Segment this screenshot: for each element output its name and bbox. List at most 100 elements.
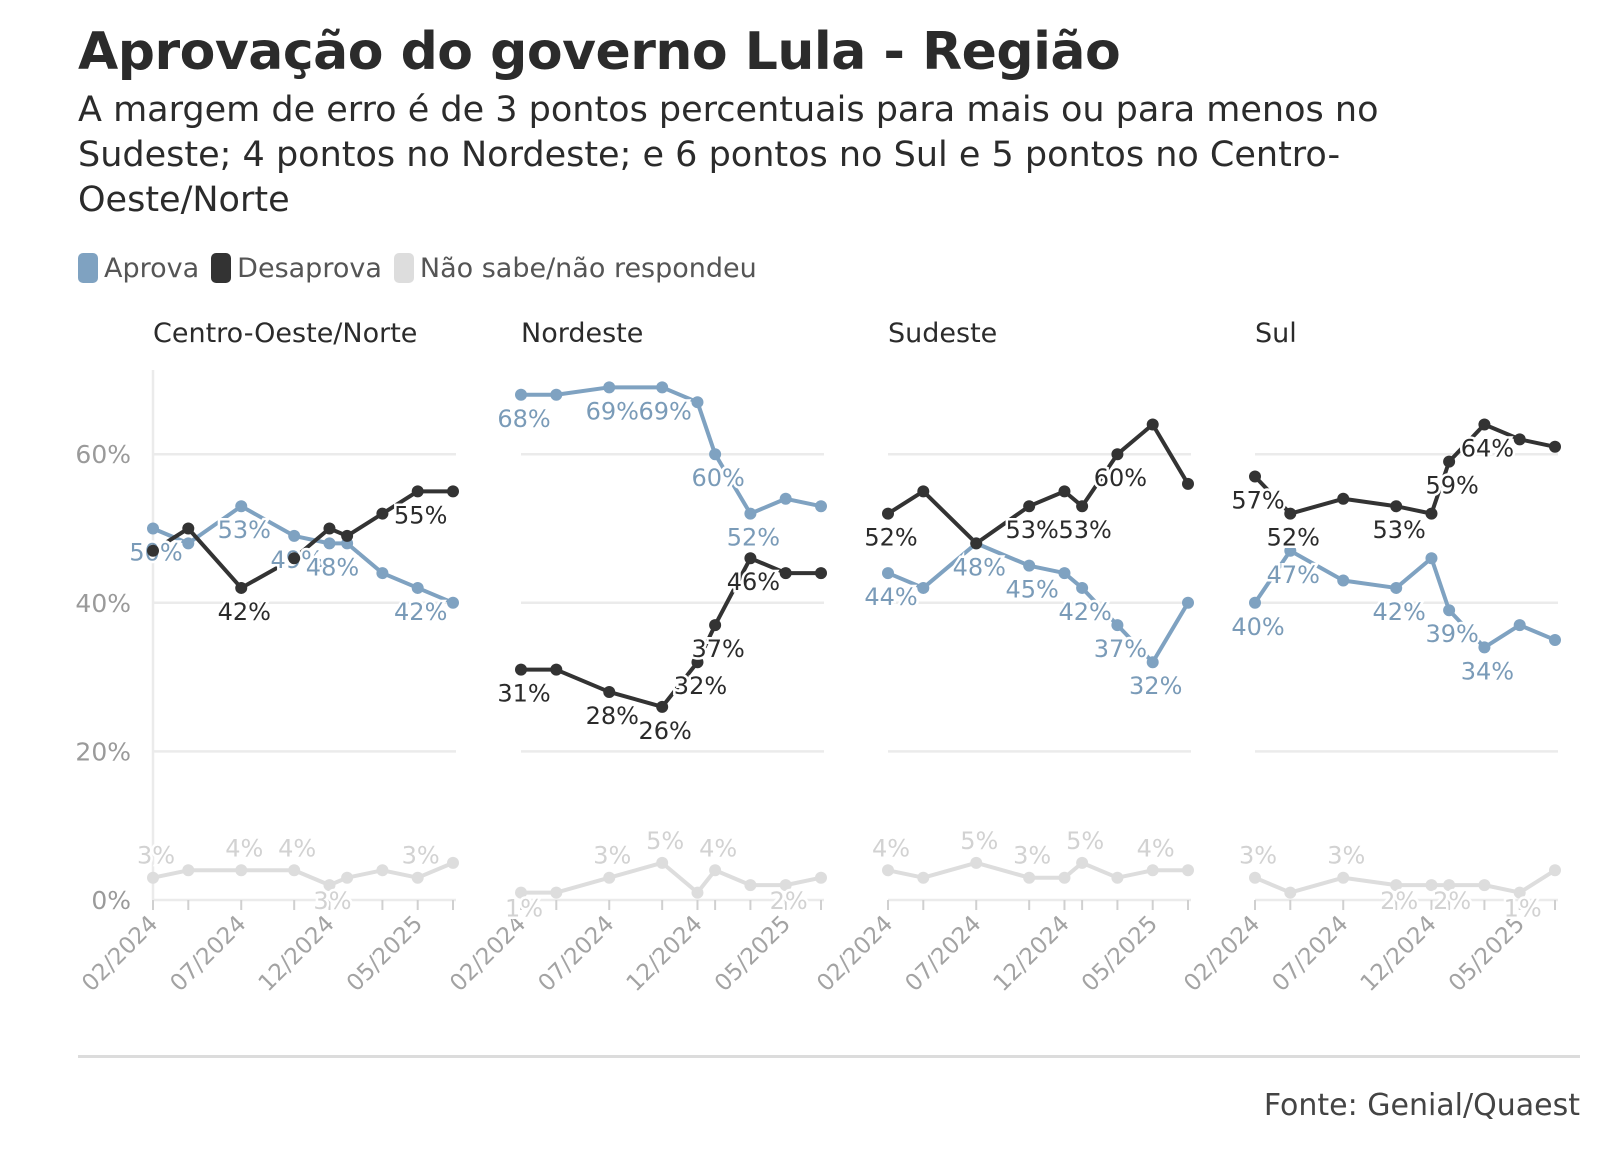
data-point-aprova (288, 529, 301, 542)
chart-title: Aprovação do governo Lula - Região (78, 22, 1121, 82)
data-label-nao_sabe: 4% (278, 834, 316, 862)
data-label-desaprova: 53% (1006, 516, 1059, 544)
data-point-aprova (1146, 656, 1159, 669)
x-tick-label: 12/2024 (254, 911, 340, 997)
data-label-desaprova: 52% (864, 524, 917, 552)
chart-subtitle: A margem de erro é de 3 pontos percentua… (78, 90, 1379, 220)
data-point-aprova (376, 567, 389, 580)
data-point-desaprova (1111, 448, 1124, 461)
x-tick-label: 02/2024 (1179, 911, 1265, 997)
data-label-desaprova: 31% (497, 680, 550, 708)
data-point-desaprova (235, 581, 248, 594)
data-point-nao_sabe (550, 886, 563, 899)
data-point-nao_sabe (288, 864, 301, 877)
data-point-desaprova (515, 663, 527, 676)
legend-item-aprova[interactable]: Aprova (78, 253, 199, 284)
data-point-aprova (917, 581, 930, 594)
data-point-desaprova (691, 656, 704, 669)
data-point-desaprova (147, 544, 159, 557)
data-label-desaprova: 52% (1267, 524, 1320, 552)
data-label-nao_sabe: 2% (1433, 887, 1471, 915)
data-point-aprova (447, 596, 459, 609)
data-point-nao_sabe (744, 879, 757, 892)
data-point-nao_sabe (970, 856, 983, 869)
data-point-desaprova (1390, 500, 1403, 513)
data-point-aprova (1249, 596, 1261, 609)
y-tick-label: 20% (75, 737, 131, 766)
data-point-nao_sabe (1111, 871, 1124, 884)
data-point-desaprova (1425, 507, 1438, 520)
data-point-aprova (882, 567, 894, 580)
data-point-desaprova (882, 507, 894, 520)
data-label-aprova: 69% (586, 397, 639, 425)
data-point-aprova (1443, 604, 1456, 617)
data-label-aprova: 42% (1058, 598, 1111, 626)
data-label-nao_sabe: 3% (593, 842, 631, 870)
data-label-aprova: 69% (639, 397, 692, 425)
data-point-nao_sabe (882, 864, 894, 877)
data-point-desaprova (917, 485, 930, 498)
x-tick-label: 05/2025 (1077, 911, 1163, 997)
data-point-desaprova (656, 700, 669, 713)
data-point-nao_sabe (1337, 871, 1350, 884)
data-point-aprova (1425, 552, 1438, 565)
data-point-desaprova (376, 507, 389, 520)
x-tick-label: 02/2024 (445, 911, 531, 997)
data-point-desaprova (1478, 418, 1491, 431)
data-point-nao_sabe (1076, 856, 1089, 869)
data-label-nao_sabe: 3% (1239, 842, 1277, 870)
x-tick-label: 12/2024 (622, 911, 708, 997)
data-label-nao_sabe: 5% (646, 827, 684, 855)
data-point-nao_sabe (779, 879, 792, 892)
data-point-nao_sabe (411, 871, 424, 884)
data-label-desaprova: 53% (1373, 516, 1426, 544)
data-label-desaprova: 28% (586, 702, 639, 730)
data-point-nao_sabe (1478, 879, 1491, 892)
data-point-nao_sabe (691, 886, 704, 899)
data-point-desaprova (1182, 477, 1194, 490)
data-label-aprova: 42% (1373, 598, 1426, 626)
data-point-nao_sabe (1513, 886, 1526, 899)
data-point-nao_sabe (1284, 886, 1297, 899)
data-label-nao_sabe: 5% (960, 827, 998, 855)
data-point-nao_sabe (1549, 864, 1561, 877)
data-point-nao_sabe (182, 864, 195, 877)
data-point-aprova (1023, 559, 1036, 572)
data-label-nao_sabe: 2% (770, 887, 808, 915)
data-point-nao_sabe (147, 871, 159, 884)
data-point-aprova (1478, 641, 1491, 654)
data-point-aprova (1390, 581, 1403, 594)
data-point-desaprova (447, 485, 459, 498)
data-point-aprova (323, 537, 336, 550)
legend-item-desaprova[interactable]: Desaprova (211, 253, 382, 284)
data-point-aprova (411, 581, 424, 594)
data-label-aprova: 47% (1267, 561, 1320, 589)
data-label-desaprova: 64% (1461, 434, 1514, 462)
legend-swatch-aprova (78, 253, 98, 283)
data-point-nao_sabe (656, 856, 669, 869)
data-point-nao_sabe (1023, 871, 1036, 884)
x-tick-label: 07/2024 (166, 911, 252, 997)
legend-label-desaprova: Desaprova (237, 252, 382, 284)
data-point-desaprova (1513, 433, 1526, 446)
x-tick-label: 05/2025 (1444, 911, 1530, 997)
data-label-aprova: 39% (1425, 620, 1478, 648)
data-point-desaprova (709, 619, 722, 632)
data-point-desaprova (1549, 440, 1561, 453)
legend-item-nao-sabe[interactable]: Não sabe/não respondeu (393, 252, 757, 284)
data-point-aprova (709, 448, 722, 461)
data-point-nao_sabe (235, 864, 248, 877)
data-point-aprova (656, 381, 669, 394)
data-point-aprova (603, 381, 616, 394)
data-point-desaprova (603, 685, 616, 698)
data-point-nao_sabe (917, 871, 930, 884)
data-label-desaprova: 46% (727, 568, 780, 596)
data-point-desaprova (411, 485, 424, 498)
data-point-desaprova (815, 567, 827, 580)
data-label-aprova: 53% (218, 516, 271, 544)
legend-label-nao-sabe: Não sabe/não respondeu (419, 252, 757, 284)
data-point-nao_sabe (603, 871, 616, 884)
data-label-nao_sabe: 4% (872, 834, 910, 862)
data-point-nao_sabe (447, 856, 459, 869)
data-point-desaprova (1058, 485, 1071, 498)
